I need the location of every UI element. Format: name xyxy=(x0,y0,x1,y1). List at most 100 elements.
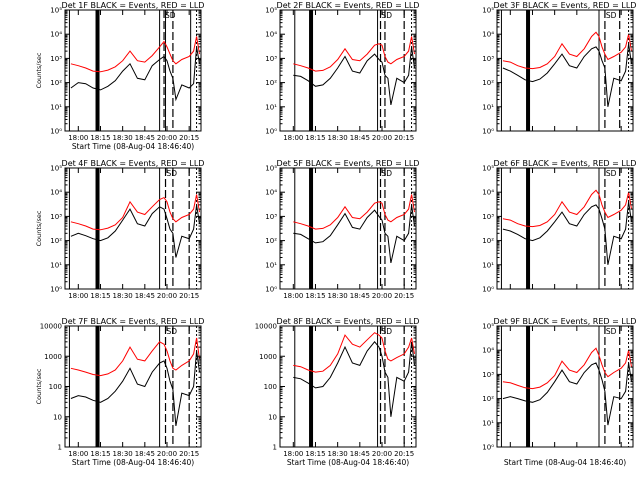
y-tick-label: 10³ xyxy=(482,371,494,379)
x-tick-label: 18:30 xyxy=(328,450,348,458)
x-tick-label: 20:15 xyxy=(179,134,199,142)
sd-flag-label: SD xyxy=(167,169,178,178)
y-tick-label: 10⁵ xyxy=(482,165,494,173)
plot-frame xyxy=(279,9,417,132)
x-tick-label: 18:00 xyxy=(283,134,303,142)
series-lld-line xyxy=(293,194,415,230)
x-tick-label: 18:45 xyxy=(350,134,370,142)
y-tick-label: 10³ xyxy=(50,55,62,63)
y-tick-label: 10⁰ xyxy=(482,444,494,452)
sd-flag-label: SD xyxy=(606,169,617,178)
series-events-line xyxy=(293,204,415,264)
series-events-line xyxy=(70,204,200,258)
y-tick-label: 10⁰ xyxy=(482,286,494,294)
y-tick-label: 1000 xyxy=(259,353,277,361)
y-tick-label: 10¹ xyxy=(265,103,277,111)
y-tick-label: 10 xyxy=(53,413,62,421)
y-tick-label: 10² xyxy=(482,237,494,245)
panel-title: Det 2F BLACK = Events, RED = LLD xyxy=(277,1,420,10)
series-events-line xyxy=(70,350,200,426)
y-tick-label: 10³ xyxy=(482,213,494,221)
series-lld-line xyxy=(70,194,200,231)
x-axis-label: Start Time (08-Aug-04 18:46:40) xyxy=(72,458,194,467)
x-axis-label: Start Time (08-Aug-04 18:46:40) xyxy=(287,458,409,467)
x-tick-label: 18:00 xyxy=(68,450,88,458)
x-tick-label: 18:15 xyxy=(305,450,325,458)
x-tick-label: 18:45 xyxy=(135,450,155,458)
x-tick-label: 20:00 xyxy=(372,134,392,142)
x-tick-label: 18:30 xyxy=(328,292,348,300)
y-tick-label: 10⁴ xyxy=(50,31,62,39)
y-tick-label: 10¹ xyxy=(50,261,62,269)
series-events-line xyxy=(502,43,632,107)
series-lld-line xyxy=(70,337,200,377)
x-tick-label: 18:15 xyxy=(90,292,110,300)
x-tick-label: 18:45 xyxy=(350,450,370,458)
y-tick-label: 10² xyxy=(50,237,62,245)
plot-frame xyxy=(64,167,202,290)
y-tick-label: 10¹ xyxy=(482,261,494,269)
x-tick-label: 18:45 xyxy=(135,292,155,300)
y-tick-label: 100 xyxy=(264,383,277,391)
y-tick-label: 10⁴ xyxy=(482,347,494,355)
x-tick-label: 20:00 xyxy=(372,292,392,300)
y-tick-label: 10² xyxy=(265,237,277,245)
y-tick-label: 1 xyxy=(273,444,277,452)
y-tick-label: 10¹ xyxy=(265,261,277,269)
x-tick-label: 18:15 xyxy=(305,292,325,300)
x-tick-label: 20:15 xyxy=(394,292,414,300)
series-lld-line xyxy=(70,36,200,73)
x-tick-label: 18:30 xyxy=(113,134,133,142)
x-tick-label: 20:15 xyxy=(394,450,414,458)
y-tick-label: 10³ xyxy=(482,55,494,63)
y-tick-label: 10² xyxy=(265,79,277,87)
x-tick-label: 20:15 xyxy=(394,134,414,142)
sd-flag-label: SD xyxy=(167,327,178,336)
y-tick-label: 10000 xyxy=(255,323,277,331)
plot-frame xyxy=(279,167,417,290)
y-tick-label: 10⁰ xyxy=(265,128,277,136)
panel-title: Det 8F BLACK = Events, RED = LLD xyxy=(277,317,420,326)
y-tick-label: 10¹ xyxy=(482,419,494,427)
y-tick-label: 10⁴ xyxy=(265,189,277,197)
y-tick-label: 10⁵ xyxy=(265,7,277,15)
y-tick-label: 10² xyxy=(482,79,494,87)
y-tick-label: 10³ xyxy=(50,213,62,221)
x-tick-label: 18:30 xyxy=(328,134,348,142)
x-tick-label: 18:30 xyxy=(113,450,133,458)
sd-flag-label: SD xyxy=(382,169,393,178)
x-tick-label: 20:15 xyxy=(179,450,199,458)
y-tick-label: 10⁵ xyxy=(482,7,494,15)
y-tick-label: 10⁰ xyxy=(50,286,62,294)
y-tick-label: 1 xyxy=(58,444,62,452)
panel-title: Det 9F BLACK = Events, RED = LLD xyxy=(494,317,637,326)
panel-title: Det 4F BLACK = Events, RED = LLD xyxy=(62,159,205,168)
y-tick-label: 10 xyxy=(268,413,277,421)
plot-frame xyxy=(64,325,202,448)
plot-frame xyxy=(496,9,634,132)
y-tick-label: 10⁴ xyxy=(482,189,494,197)
y-tick-label: 10³ xyxy=(265,213,277,221)
plot-frame xyxy=(496,325,634,448)
y-tick-label: 10⁴ xyxy=(265,31,277,39)
y-tick-label: 10⁵ xyxy=(50,165,62,173)
series-lld-line xyxy=(293,332,415,373)
panel-title: Det 1F BLACK = Events, RED = LLD xyxy=(62,1,205,10)
plot-frame xyxy=(496,167,634,290)
series-lld-line xyxy=(502,31,632,70)
x-tick-label: 18:30 xyxy=(113,292,133,300)
y-tick-label: 10² xyxy=(482,395,494,403)
x-tick-label: 18:45 xyxy=(135,134,155,142)
y-tick-label: 10⁴ xyxy=(50,189,62,197)
sd-flag-label: SD xyxy=(165,11,176,20)
sd-flag-label: SD xyxy=(606,327,617,336)
x-tick-label: 18:00 xyxy=(68,134,88,142)
series-events-line xyxy=(293,46,415,106)
x-tick-label: 20:00 xyxy=(157,292,177,300)
series-events-line xyxy=(293,341,415,417)
